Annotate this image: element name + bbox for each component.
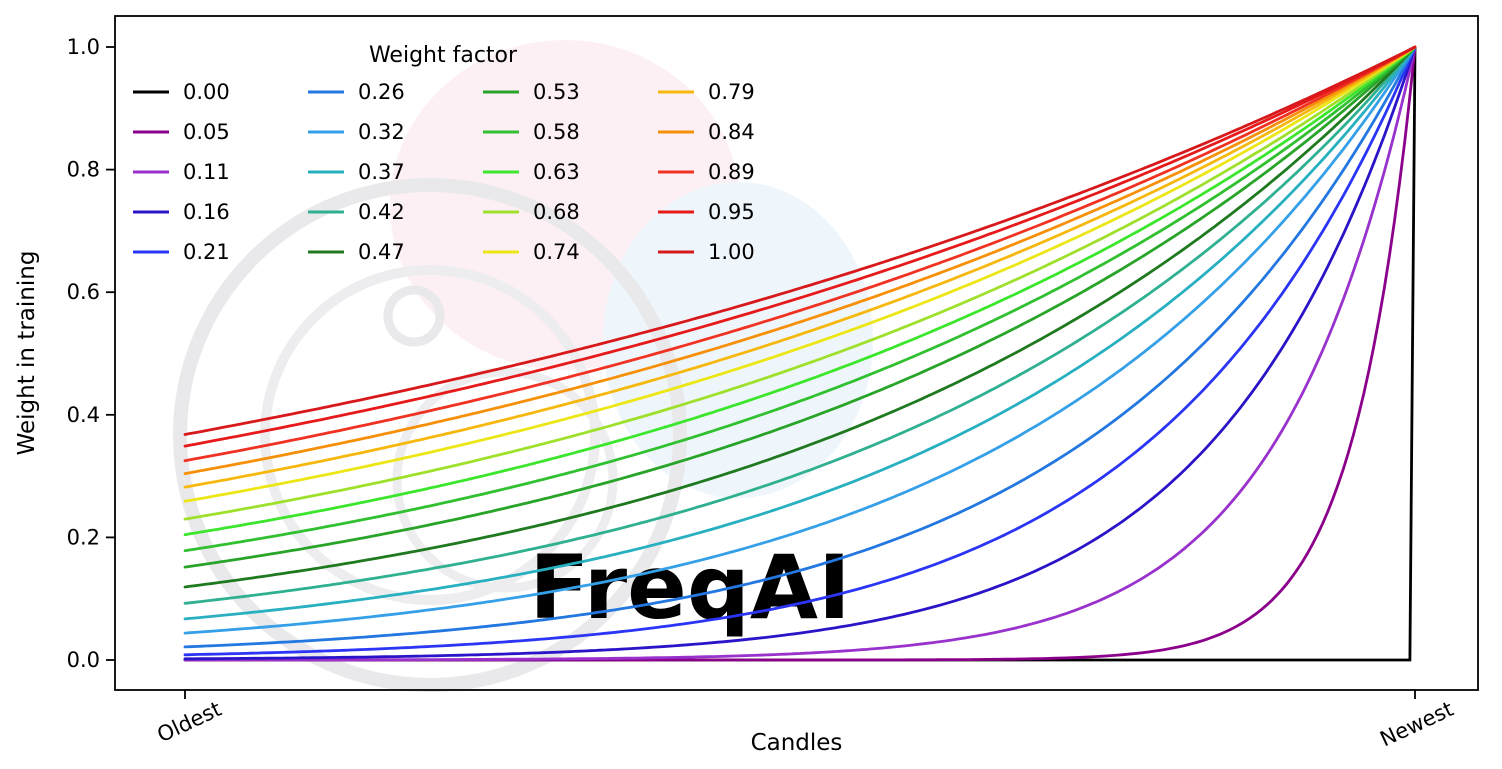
watermark-outer-circle (173, 178, 687, 692)
legend-label-1.00: 1.00 (708, 240, 755, 264)
curve-factor-0.63 (183, 45, 1417, 537)
legend-label-0.74: 0.74 (533, 240, 580, 264)
legend-label-0.95: 0.95 (708, 200, 755, 224)
curve-factor-0.89 (183, 45, 1417, 463)
curve-factor-0.42 (183, 45, 1417, 605)
legend: Weight factor 0.00 0.05 0.11 0.16 0.21 0.26 0.3… (133, 43, 755, 264)
curve-factor-0.79 (183, 45, 1417, 489)
legend-label-0.84: 0.84 (708, 120, 755, 144)
legend-label-0.21: 0.21 (183, 240, 230, 264)
legend-title: Weight factor (369, 43, 518, 68)
legend-label-0.05: 0.05 (183, 120, 230, 144)
legend-label-0.26: 0.26 (358, 80, 405, 104)
legend-label-0.53: 0.53 (533, 80, 580, 104)
y-tick-label-0.4: 0.4 (67, 403, 100, 427)
plot-border (114, 15, 1479, 691)
curve-factor-0.68 (183, 45, 1417, 521)
curve-factor-0.16 (183, 45, 1417, 661)
curve-factor-0.74 (183, 45, 1417, 503)
legend-label-0.58: 0.58 (533, 120, 580, 144)
curve-factor-1.00 (183, 45, 1417, 436)
legend-label-0.11: 0.11 (183, 160, 230, 184)
curve-factor-0.95 (183, 45, 1417, 448)
y-tick-label-0.6: 0.6 (67, 280, 100, 304)
curve-factor-0.53 (183, 45, 1417, 569)
legend-label-0.63: 0.63 (533, 160, 580, 184)
legend-label-0.32: 0.32 (358, 120, 405, 144)
y-tick-label-0.0: 0.0 (67, 648, 100, 672)
y-tick-label-0.2: 0.2 (67, 525, 100, 549)
watermark-crown-circle (383, 285, 445, 347)
legend-label-0.37: 0.37 (358, 160, 405, 184)
legend-label-0.68: 0.68 (533, 200, 580, 224)
curve-factor-0.58 (183, 45, 1417, 553)
tick-marks (106, 46, 1416, 699)
y-tick-label-1.0: 1.0 (67, 35, 100, 59)
curve-factor-0.26 (183, 45, 1417, 649)
x-tick-label-newest: Newest (1376, 697, 1457, 752)
legend-label-0.89: 0.89 (708, 160, 755, 184)
y-tick-label-0.8: 0.8 (67, 158, 100, 182)
y-axis-label: Weight in training (14, 251, 40, 456)
watermark-leaf-blue (603, 182, 873, 498)
legend-label-0.00: 0.00 (183, 80, 230, 104)
legend-label-0.79: 0.79 (708, 80, 755, 104)
x-axis-label: Candles (751, 730, 843, 756)
curves-group (183, 45, 1417, 662)
curve-factor-0.11 (183, 45, 1417, 662)
curve-factor-0.84 (183, 45, 1417, 475)
legend-label-0.42: 0.42 (358, 200, 405, 224)
x-tick-label-oldest: Oldest (154, 697, 226, 747)
curve-factor-0.32 (183, 45, 1417, 635)
legend-label-0.47: 0.47 (358, 240, 405, 264)
curve-factor-0.21 (183, 45, 1417, 657)
legend-label-0.16: 0.16 (183, 200, 230, 224)
watermark-inner-circle (260, 265, 600, 605)
curve-factor-0.47 (183, 45, 1417, 589)
curve-factor-0.37 (183, 45, 1417, 621)
